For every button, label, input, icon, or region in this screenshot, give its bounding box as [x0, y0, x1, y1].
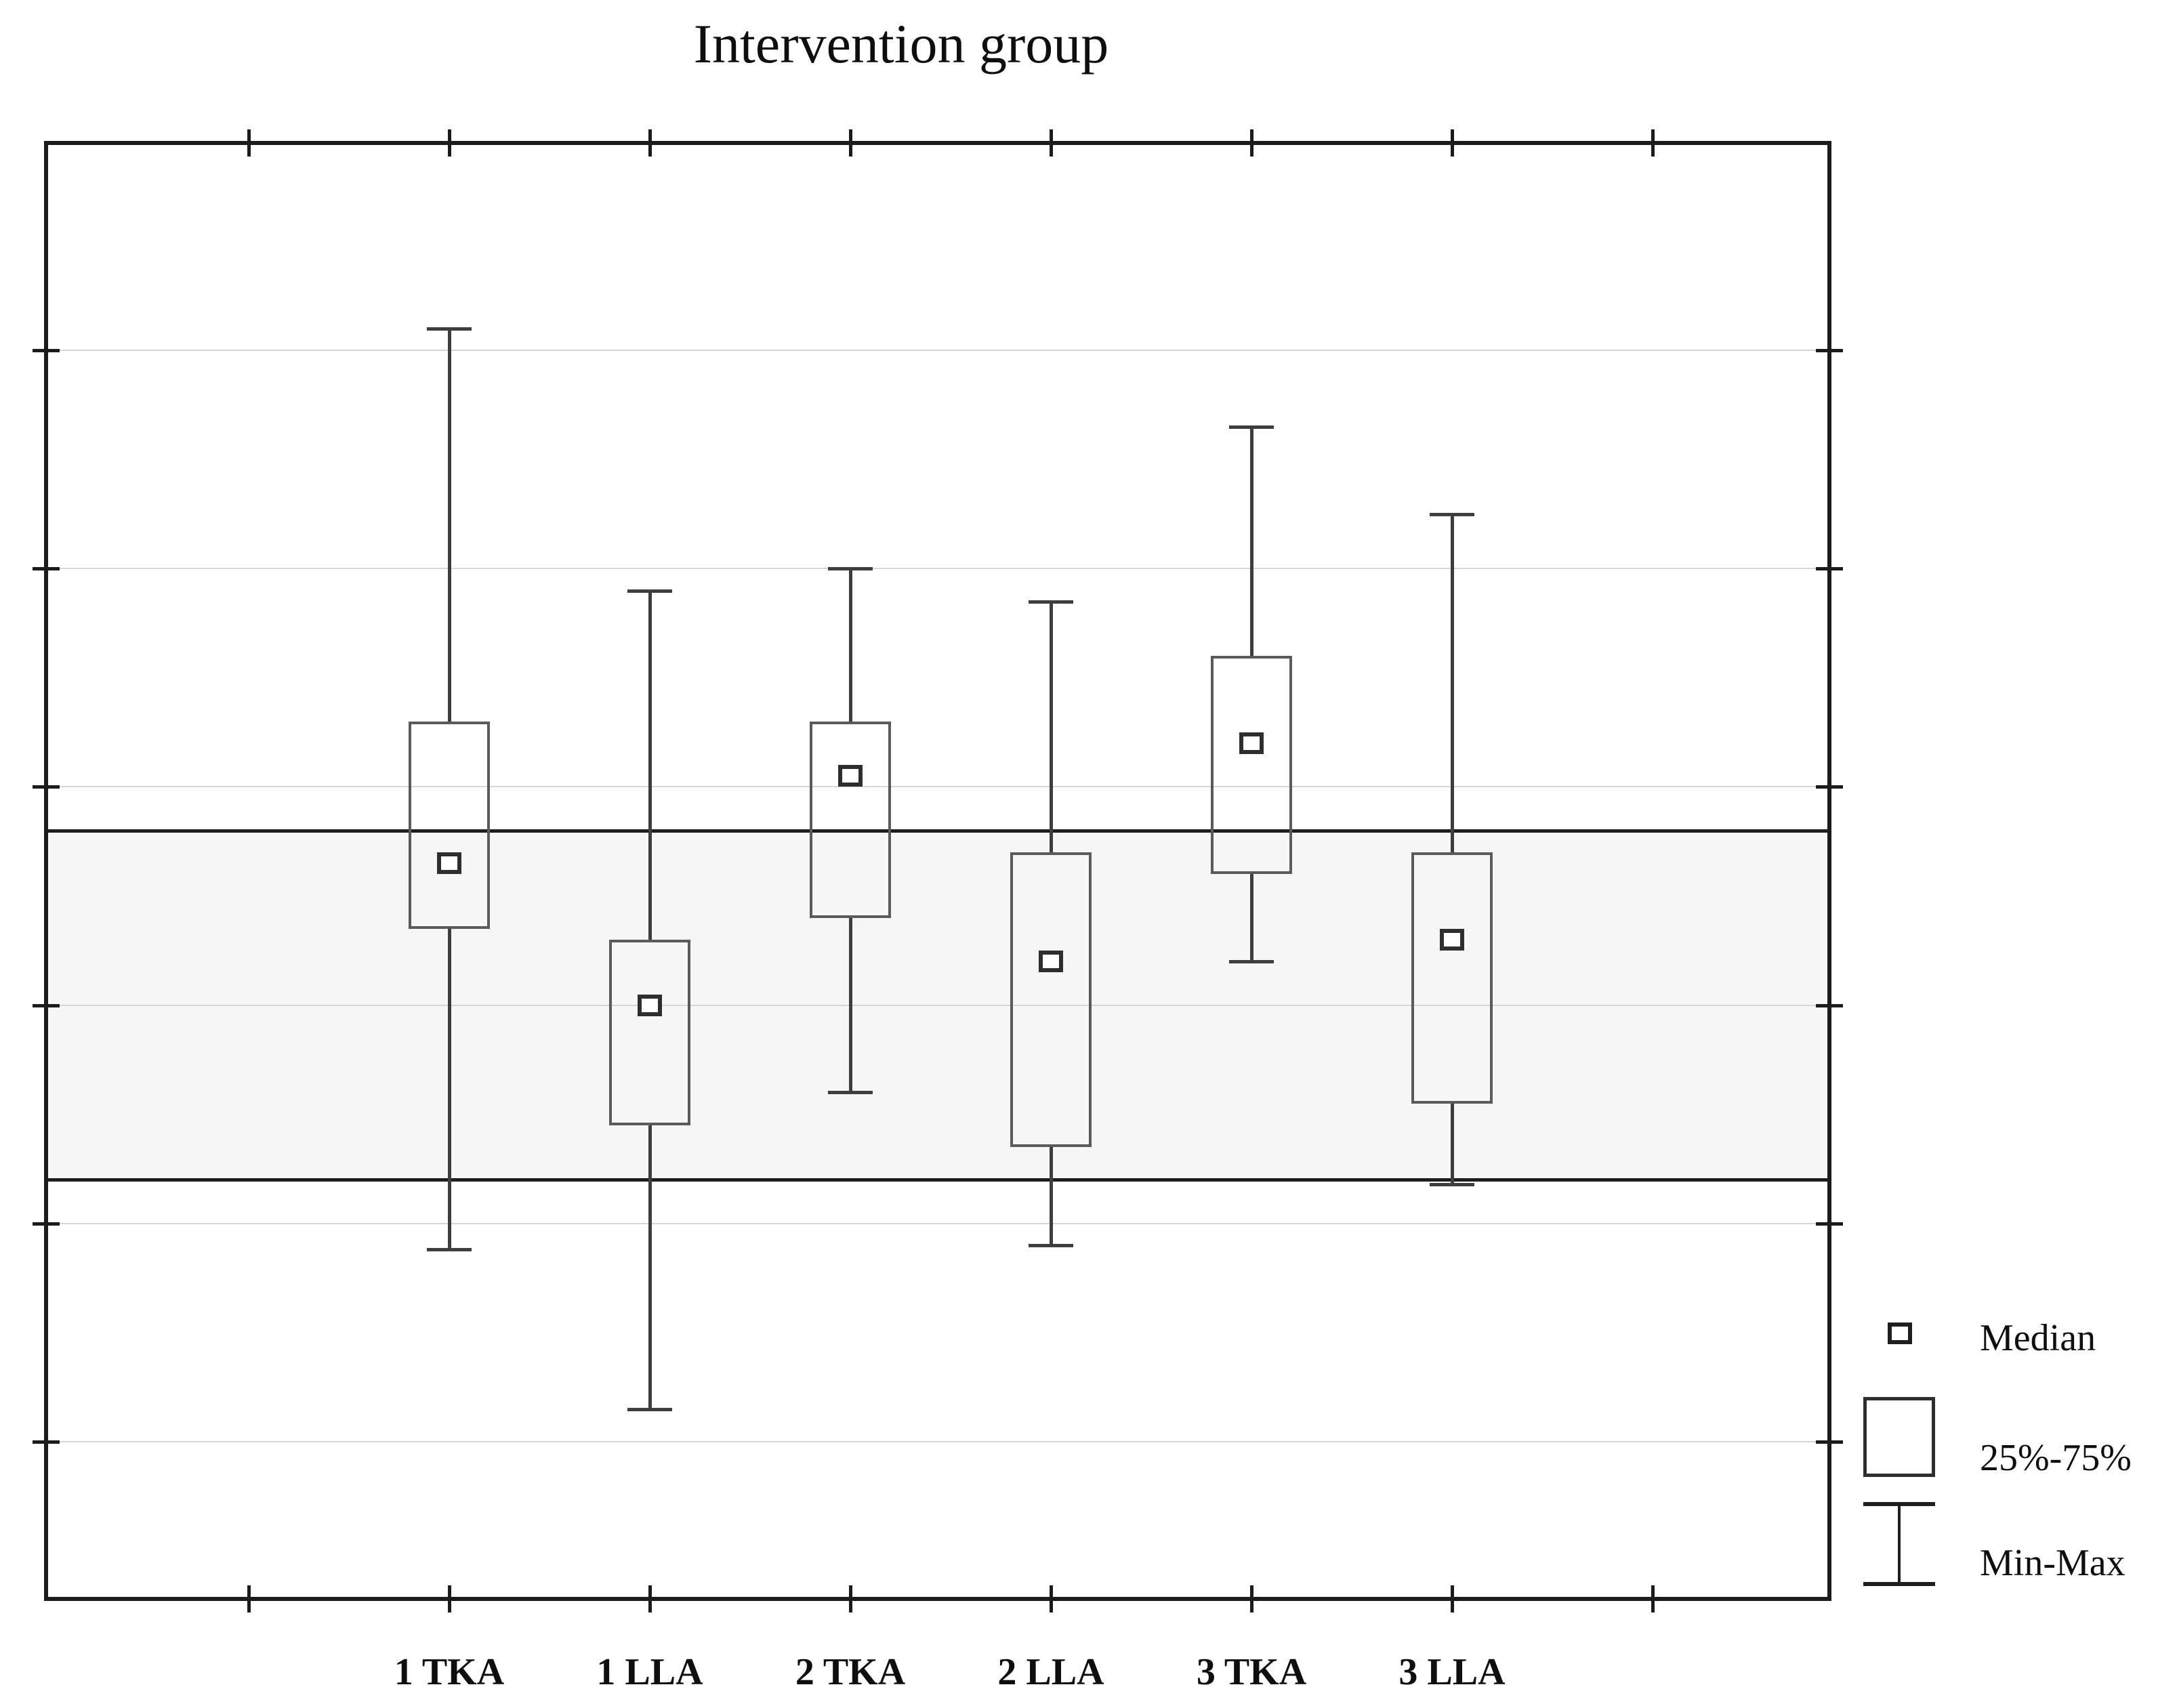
x-axis-label: 2 TKA	[795, 1651, 906, 1693]
top-axis-tick	[247, 129, 251, 157]
whisker-upper	[849, 568, 852, 722]
median-square-icon	[1888, 1322, 1912, 1344]
left-axis-tick	[33, 1222, 60, 1226]
bottom-axis-tick	[1651, 1585, 1655, 1612]
whisker-upper	[448, 329, 451, 722]
whisker-lower	[648, 1125, 652, 1409]
x-axis-label: 3 TKA	[1196, 1651, 1307, 1693]
top-axis-tick	[648, 129, 652, 157]
whisker-lower	[1050, 1146, 1053, 1245]
top-axis-tick	[849, 129, 852, 157]
iqr-box	[1211, 656, 1292, 875]
iqr-box	[1010, 852, 1092, 1147]
right-axis-tick	[1816, 785, 1843, 789]
x-axis-label: 2 LLA	[997, 1651, 1104, 1693]
median-marker	[638, 994, 662, 1016]
iqr-box	[409, 721, 490, 929]
bottom-axis-tick	[1250, 1585, 1253, 1612]
median-marker	[1039, 951, 1063, 973]
top-axis-tick	[1451, 129, 1454, 157]
top-axis-tick	[1250, 129, 1253, 157]
whisker-cap-min	[828, 1091, 873, 1095]
whisker-cap-min	[427, 1248, 472, 1252]
y-gridline	[48, 1440, 1827, 1442]
median-marker	[838, 765, 863, 787]
bottom-axis-tick	[247, 1585, 251, 1612]
whisker-upper	[1250, 426, 1253, 657]
iqr-box	[810, 721, 891, 918]
left-axis-tick	[33, 1003, 60, 1007]
left-axis-tick	[33, 1440, 60, 1444]
whisker-cap-min	[1430, 1182, 1474, 1186]
y-gridline	[48, 350, 1827, 352]
right-axis-tick	[1816, 1440, 1843, 1444]
x-axis-label: 1 LLA	[596, 1651, 703, 1693]
whisker-lower	[1250, 874, 1253, 962]
legend-label-iqr: 25%-75%	[1980, 1437, 2132, 1479]
chart-title: Intervention group	[693, 13, 1109, 75]
bottom-axis-tick	[1050, 1585, 1053, 1612]
reference-band-top-line	[48, 829, 1827, 833]
median-marker	[437, 852, 461, 875]
top-axis-tick	[1050, 129, 1053, 157]
whisker-lower	[1451, 1103, 1454, 1184]
iqr-box	[609, 939, 690, 1125]
bottom-axis-tick	[849, 1585, 852, 1612]
y-gridline	[48, 568, 1827, 570]
left-axis-tick	[33, 567, 60, 571]
right-axis-tick	[1816, 1222, 1843, 1226]
reference-band-bottom-line	[48, 1178, 1827, 1182]
whisker-cap-min	[1229, 960, 1274, 964]
x-axis-label: 3 LLA	[1398, 1651, 1506, 1693]
y-gridline	[48, 786, 1827, 788]
y-gridline	[48, 1222, 1827, 1224]
y-gridline	[48, 1004, 1827, 1006]
whisker-upper	[648, 590, 652, 940]
legend: Median 25%-75% Min-Max	[1858, 1295, 2176, 1614]
whisker-upper	[1050, 601, 1053, 853]
bottom-axis-tick	[648, 1585, 652, 1612]
median-marker	[1239, 732, 1264, 755]
bottom-axis-tick	[1451, 1585, 1454, 1612]
top-axis-tick	[448, 129, 451, 157]
whisker-lower	[849, 917, 852, 1093]
min-max-whisker-icon	[1863, 1502, 1935, 1586]
median-marker	[1440, 928, 1464, 951]
iqr-box-icon	[1863, 1397, 1935, 1477]
legend-label-minmax: Min-Max	[1980, 1542, 2126, 1584]
right-axis-tick	[1816, 349, 1843, 353]
plot-area	[44, 141, 1831, 1601]
whisker-cap-min	[627, 1407, 672, 1411]
whisker-cap-min	[1029, 1243, 1073, 1247]
legend-label-median: Median	[1980, 1317, 2096, 1359]
left-axis-tick	[33, 349, 60, 353]
right-axis-tick	[1816, 1003, 1843, 1007]
x-axis-label: 1 TKA	[394, 1651, 505, 1693]
bottom-axis-tick	[448, 1585, 451, 1612]
whisker-lower	[448, 928, 451, 1250]
top-axis-tick	[1651, 129, 1655, 157]
left-axis-tick	[33, 785, 60, 789]
whisker-upper	[1451, 514, 1454, 853]
right-axis-tick	[1816, 567, 1843, 571]
iqr-box	[1411, 852, 1493, 1104]
